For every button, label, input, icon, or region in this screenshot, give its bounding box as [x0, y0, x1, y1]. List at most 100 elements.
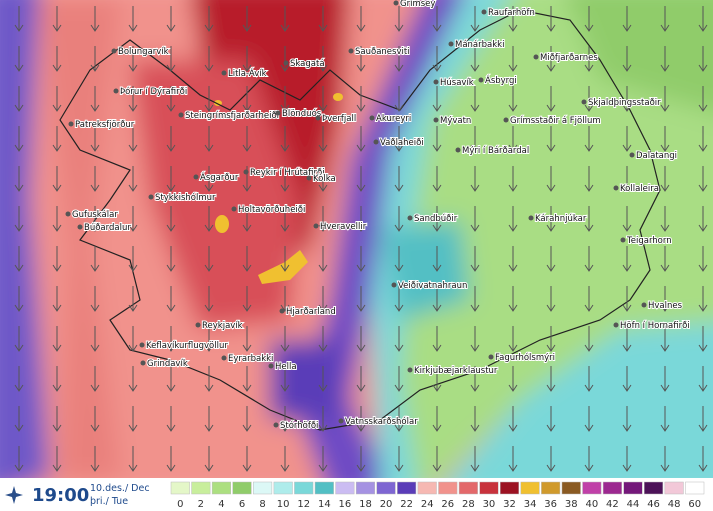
legend-cell	[232, 481, 252, 495]
station-dot	[193, 174, 199, 180]
legend-label: 32	[503, 499, 516, 510]
place-label: Reykir í Hrútafirði	[250, 168, 325, 178]
legend-label: 48	[668, 499, 681, 510]
legend-cell	[479, 481, 499, 495]
place-label: Akureyri	[376, 114, 411, 124]
legend-cell	[582, 481, 602, 495]
place-label: Kollaleira	[620, 184, 659, 194]
legend-label: 0	[177, 499, 183, 510]
legend-label: 38	[565, 499, 578, 510]
station-dot	[629, 152, 635, 158]
legend-label: 18	[359, 499, 372, 510]
station-dot	[478, 77, 484, 83]
place-label: Sauðanesviti	[355, 47, 410, 57]
station-dot	[348, 48, 354, 54]
place-label: Blönduós	[282, 108, 322, 119]
legend-cell	[355, 481, 376, 495]
legend-label: 46	[647, 499, 660, 510]
legend-cell	[253, 481, 273, 495]
legend-label: 42	[606, 499, 619, 510]
date: 10.des./ Dec	[90, 483, 150, 494]
station-dot	[407, 215, 413, 221]
place-label: Mýri í Bárðardal	[462, 146, 529, 156]
legend-label: 60	[688, 499, 701, 510]
legend-cell	[273, 481, 293, 495]
place-label: Bolungarvík	[118, 47, 169, 57]
place-label: Þverfjall	[322, 114, 356, 124]
legend-label: 10	[277, 499, 290, 510]
station-dot	[581, 99, 587, 105]
legend-label: 16	[339, 499, 352, 510]
legend-cell	[541, 481, 561, 495]
place-label: Höfn í Hornafirði	[620, 321, 690, 331]
legend-cell	[417, 481, 437, 495]
place-label: Vaðlaheiði	[380, 138, 424, 148]
legend-cell	[314, 481, 334, 495]
place-label: Kolka	[313, 174, 336, 184]
weekday: þri./ Tue	[90, 496, 128, 507]
station-dot	[338, 418, 344, 424]
place-label: Kárahnjúkar	[535, 214, 587, 224]
station-dot	[315, 115, 321, 121]
legend-cell	[438, 481, 458, 495]
place-label: Miðfjarðarnes	[540, 53, 598, 63]
place-label: Húsavík	[440, 78, 474, 88]
place-label: Þórur í Dýrafirði	[120, 86, 187, 97]
wind-arrows	[0, 0, 713, 478]
place-label: Skjaldþingsstaðir	[588, 98, 661, 108]
legend-label: 24	[421, 499, 434, 510]
place-label: Dalatangi	[636, 151, 677, 161]
place-label: Vatnsskarðshólar	[345, 416, 418, 427]
legend-label: 8	[259, 499, 265, 510]
place-label: Hjarðarland	[286, 307, 336, 317]
legend-label: 40	[585, 499, 598, 510]
station-dot	[279, 308, 285, 314]
station-dot	[221, 70, 227, 76]
legend-label: 22	[400, 499, 413, 510]
station-dot	[178, 112, 184, 118]
legend-cell	[520, 481, 540, 495]
station-dot	[528, 215, 534, 221]
station-dot	[393, 0, 399, 6]
station-dot	[231, 206, 237, 212]
place-label: Reykjavík	[202, 321, 243, 331]
legend-label: 2	[198, 499, 204, 510]
legend-label: 20	[380, 499, 393, 510]
place-label: Hveravellir	[320, 222, 367, 232]
station-dot	[77, 224, 83, 230]
place-label: Litla-Ávík	[228, 67, 267, 79]
place-label: Ásgarður	[200, 171, 239, 183]
legend-cell	[561, 481, 581, 495]
legend-label: 4	[218, 499, 224, 510]
legend-cell	[685, 481, 705, 495]
station-dot	[275, 110, 281, 116]
station-dot	[613, 322, 619, 328]
legend-cell	[664, 481, 684, 495]
station-dot	[613, 185, 619, 191]
station-dot	[283, 60, 289, 66]
place-label: Grímsstaðir á Fjöllum	[510, 116, 601, 126]
legend-cell	[623, 481, 643, 495]
place-label: Grímsey	[400, 0, 435, 9]
time: 19:00	[32, 485, 89, 506]
station-dot	[139, 342, 145, 348]
legend-cell	[458, 481, 478, 495]
place-label: Skagatá	[290, 59, 325, 69]
station-dot	[68, 121, 74, 127]
legend-label: 6	[239, 499, 245, 510]
station-dot	[488, 354, 494, 360]
place-label: Raufarhöfn	[488, 8, 535, 18]
station-dot	[65, 211, 71, 217]
station-dot	[268, 363, 274, 369]
station-dot	[113, 88, 119, 94]
legend-label: 30	[483, 499, 496, 510]
station-dot	[455, 147, 461, 153]
legend-cell	[191, 481, 211, 495]
place-label: Grindavík	[147, 359, 188, 369]
station-dot	[273, 422, 279, 428]
legend-label: 28	[462, 499, 475, 510]
legend-cell	[294, 481, 314, 495]
station-dot	[369, 115, 375, 121]
legend-cell	[211, 481, 231, 495]
